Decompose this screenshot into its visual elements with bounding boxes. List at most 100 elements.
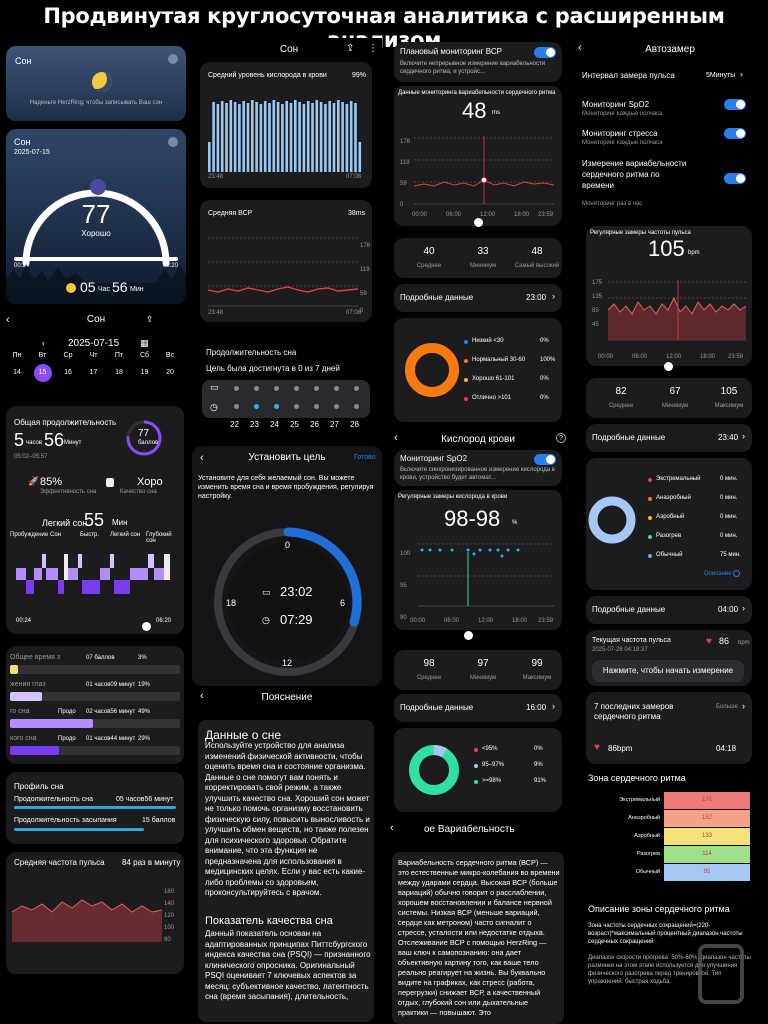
prev-day-icon[interactable]: ‹ — [42, 338, 45, 348]
zdesc-title: Описание зоны сердечного ритма — [588, 904, 730, 914]
chevron-right-icon[interactable]: › — [552, 701, 555, 711]
zone-label: Анаэробный — [656, 495, 691, 501]
spo2-detail-row[interactable]: Подробные данные 16:00 › — [394, 694, 562, 722]
hr-detail-row-2[interactable]: Подробные данные 04:00 › — [586, 596, 752, 624]
detail-label: Подробные данные — [400, 703, 474, 712]
help-icon[interactable]: ? — [556, 433, 566, 443]
measure-button[interactable]: Нажмите, чтобы начать измерение — [592, 660, 744, 682]
screen-title: Сон — [86, 314, 106, 325]
zone-value: 0 мин. — [720, 495, 738, 501]
cur-value: 86 — [719, 636, 730, 646]
zone-dot — [648, 535, 652, 539]
chevron-right-icon[interactable] — [168, 137, 178, 147]
zone-chart-label: Анаэробный — [628, 815, 660, 821]
day-number[interactable]: 19 — [140, 369, 149, 376]
sleep-widget-large[interactable]: Сон 2025-07-15 77 Хорошо 00:24 06:20 05 … — [6, 129, 186, 304]
range-dot — [474, 764, 478, 768]
calendar-icon[interactable]: ▦ — [140, 338, 149, 348]
chevron-right-icon[interactable]: › — [552, 291, 555, 301]
hrv-detail-row[interactable]: Подробные данные 23:00 › — [394, 284, 562, 312]
last7-more[interactable]: Больше — [716, 704, 738, 710]
back-icon[interactable]: ‹ — [6, 314, 10, 326]
chevron-right-icon[interactable]: › — [742, 701, 745, 711]
spo2-handle[interactable] — [464, 631, 473, 640]
range-pct: 9% — [534, 762, 543, 768]
oxygen-bar — [332, 103, 336, 172]
chevron-right-icon[interactable]: › — [740, 69, 743, 79]
sleep-dial[interactable] — [210, 524, 366, 680]
toggle1-title: Мониторинг SpO2 — [582, 100, 650, 109]
spo2mon-sub: Включите синхронизированное измерение ки… — [400, 467, 555, 481]
range-label: Низкий <30 — [472, 338, 504, 344]
last7-time: 04:18 — [716, 744, 737, 753]
end-time: 06:20 — [162, 263, 178, 269]
stat-value: 97 — [477, 658, 489, 669]
widget-date: 2025-07-15 — [14, 149, 50, 156]
hr-detail-row[interactable]: Подробные данные 23:40 › — [586, 424, 752, 452]
expl-p2: Данный показатель основан на адаптирован… — [205, 929, 371, 1001]
hrv-plan-toggle[interactable] — [534, 47, 556, 58]
oxygen-bar — [311, 103, 314, 172]
sleep-goal-section[interactable]: Продолжительность сна Цель была достигну… — [200, 344, 372, 436]
hrv-range-list: Низкий <30 0% Нормальный 30-60 100% Хорошо 6… — [464, 338, 560, 418]
stage-row-bar — [10, 665, 18, 674]
bed-time: 23:02 — [280, 584, 313, 599]
sleep-score-label: Хорошо — [81, 229, 111, 238]
day-number[interactable]: 14 — [13, 369, 21, 376]
oxygen-bar — [229, 100, 233, 172]
goal-dot — [354, 404, 359, 409]
var-text: Вариабельность сердечного ритма (ВСР) — … — [398, 858, 560, 1017]
zone-description: Описание зоны сердечного ритма Зона част… — [586, 900, 756, 1024]
score-ring — [126, 420, 162, 456]
back-icon[interactable]: ‹ — [394, 432, 398, 444]
day-number[interactable]: 15 — [33, 364, 52, 382]
zone-label: Экстремальный — [656, 476, 701, 482]
current-date: 2025-07-15 — [68, 338, 120, 349]
sleep-widget-small[interactable]: Сон Наденьте HerzRing, чтобы записывать … — [6, 46, 186, 121]
oxygen-bar-chart — [208, 100, 362, 172]
chevron-right-icon[interactable]: › — [742, 603, 745, 613]
oxy-start: 23:48 — [208, 174, 224, 180]
share-icon[interactable]: ⇪ — [346, 43, 355, 54]
back-icon[interactable]: ‹ — [200, 452, 204, 464]
stat-label: Среднее — [416, 675, 442, 681]
last7-card[interactable]: 7 последних замеров сердечного ритма Бол… — [586, 692, 752, 764]
stage-row-pct: 3% — [138, 655, 147, 661]
interval-value[interactable]: 5Минуты — [706, 72, 736, 79]
back-icon[interactable]: ‹ — [578, 42, 582, 54]
timeline-handle[interactable] — [142, 622, 151, 631]
chevron-right-icon[interactable] — [168, 54, 178, 64]
info-icon[interactable] — [733, 570, 740, 577]
stat-label: Максимум — [522, 675, 552, 681]
back-icon[interactable]: ‹ — [390, 822, 394, 834]
back-icon[interactable]: ‹ — [200, 690, 204, 702]
more-icon[interactable]: ⋮ — [368, 43, 378, 54]
hrvday-handle[interactable] — [474, 218, 483, 227]
share-icon[interactable]: ⇪ — [146, 314, 154, 324]
spo2-auto-toggle[interactable] — [724, 99, 746, 110]
toggle1-sub: Мониторинг каждые полчаса — [582, 111, 663, 117]
day-number[interactable]: 17 — [89, 369, 98, 376]
done-button[interactable]: Готово — [354, 454, 376, 461]
zone-chart-bar: 171 — [664, 792, 750, 809]
goal-dot — [354, 386, 359, 391]
day-number[interactable]: 20 — [166, 369, 174, 376]
spo2-toggle[interactable] — [534, 454, 556, 465]
description-link[interactable]: Описание — [704, 571, 732, 577]
zone-chart-title: Зона сердечного ритма — [588, 773, 686, 783]
expl-p1: Используйте устройство для анализа измен… — [205, 741, 370, 897]
goal-dot — [314, 404, 319, 409]
hrday-handle[interactable] — [664, 362, 673, 371]
hrv-auto-toggle[interactable] — [724, 173, 746, 184]
day-number[interactable]: 16 — [64, 369, 72, 376]
oxygen-bar — [289, 103, 293, 172]
oxygen-bar — [238, 104, 241, 172]
stress-toggle[interactable] — [724, 128, 746, 139]
stage-row-pct: 29% — [138, 736, 151, 742]
detail-time: 23:00 — [526, 293, 547, 302]
chevron-right-icon[interactable]: › — [742, 431, 745, 441]
day-number[interactable]: 18 — [115, 369, 123, 376]
stage-start: 00:24 — [16, 618, 32, 624]
hrv-end: 07:08 — [346, 310, 362, 316]
stat-label: Самый высокий — [514, 263, 560, 269]
